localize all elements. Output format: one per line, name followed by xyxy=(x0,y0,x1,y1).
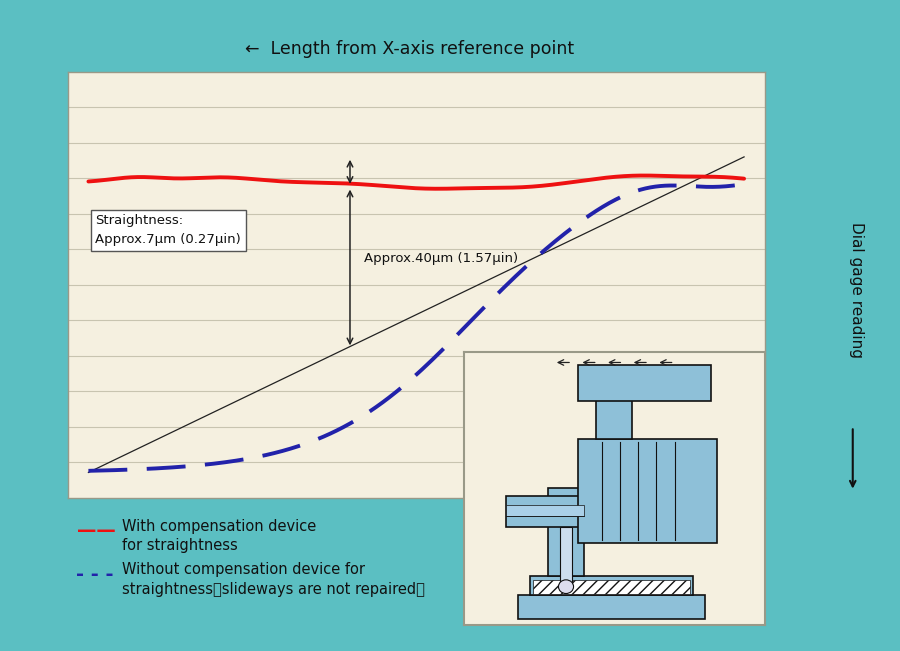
Bar xyxy=(506,497,584,527)
Text: Dial gage reading: Dial gage reading xyxy=(850,222,864,357)
Bar xyxy=(596,379,633,439)
Text: ←  Length from X-axis reference point: ← Length from X-axis reference point xyxy=(245,40,574,58)
Text: - - -: - - - xyxy=(76,564,114,584)
Bar xyxy=(533,580,689,594)
Text: straightness（slideways are not repaired）: straightness（slideways are not repaired） xyxy=(122,581,425,597)
Bar xyxy=(548,488,584,575)
Text: With compensation device: With compensation device xyxy=(122,518,316,534)
Text: Without compensation device for: Without compensation device for xyxy=(122,562,365,577)
Bar xyxy=(530,575,693,595)
Circle shape xyxy=(559,580,573,594)
Bar xyxy=(578,365,711,401)
Text: for straightness: for straightness xyxy=(122,538,238,553)
Bar xyxy=(578,439,716,543)
Bar xyxy=(518,595,705,620)
Text: ——: —— xyxy=(76,521,115,540)
Bar xyxy=(560,527,572,587)
Text: Straightness:
Approx.7μm (0.27μin): Straightness: Approx.7μm (0.27μin) xyxy=(95,214,241,247)
Text: Approx.40μm (1.57μin): Approx.40μm (1.57μin) xyxy=(364,253,518,266)
Bar xyxy=(506,505,584,516)
